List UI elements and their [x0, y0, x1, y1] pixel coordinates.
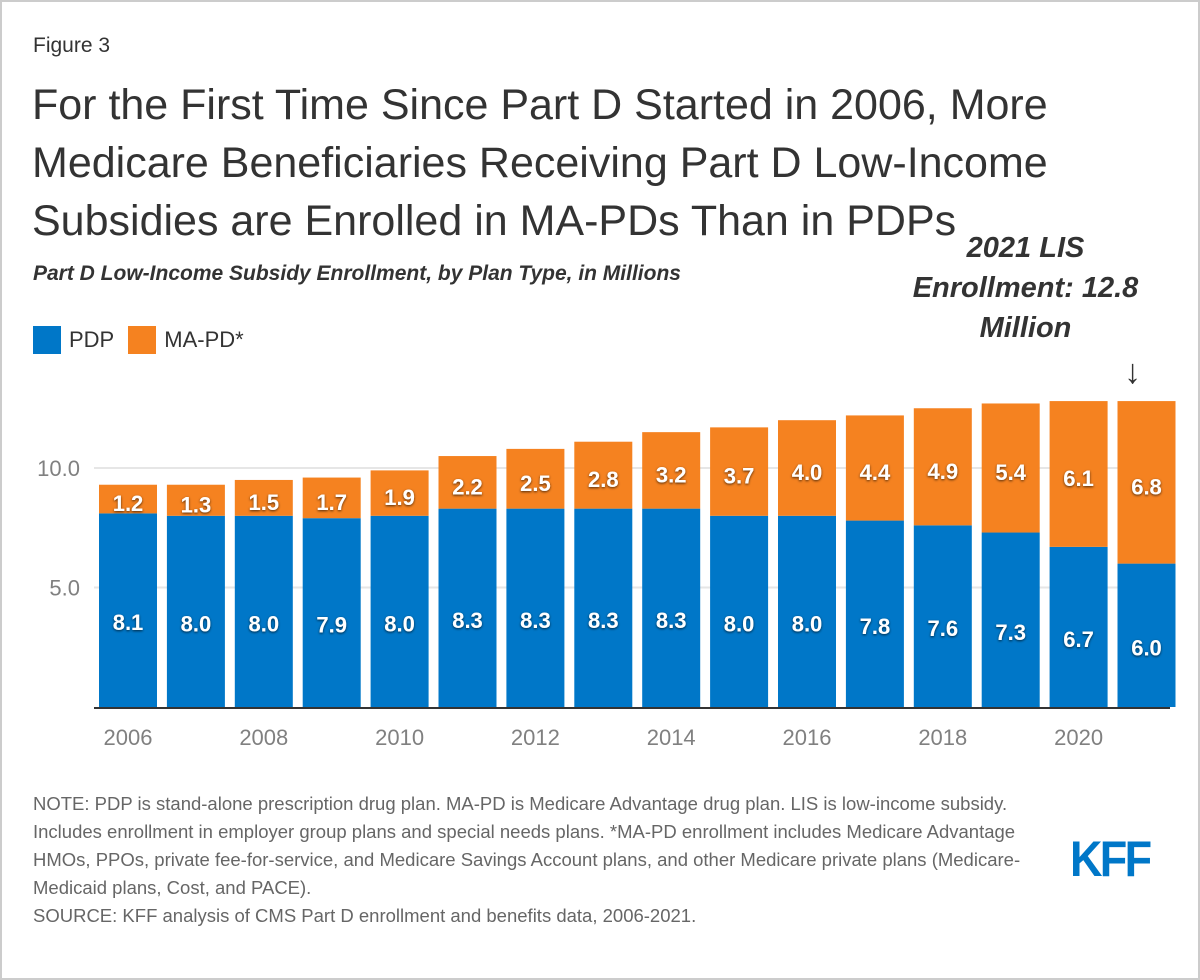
- data-label-mapd: 1.5: [249, 490, 280, 515]
- bar-pdp-2015: [710, 515, 769, 707]
- data-label-mapd: 4.0: [792, 460, 823, 485]
- legend-swatch-pdp: [33, 326, 61, 354]
- chart-title: For the First Time Since Part D Started …: [32, 81, 1048, 245]
- bar-pdp-2016: [778, 515, 836, 707]
- data-label-mapd: 4.9: [928, 459, 959, 484]
- bar-mapd-2019: [981, 403, 1040, 533]
- bar-mapd-2021: [1117, 401, 1176, 564]
- legend-label-mapd: MA-PD*: [164, 327, 244, 352]
- data-label-mapd: 6.8: [1131, 474, 1162, 499]
- bar-mapd-2014: [642, 432, 701, 509]
- data-label-mapd: 4.4: [860, 460, 891, 485]
- bar-mapd-2020: [1049, 401, 1108, 547]
- data-label-mapd: 6.1: [1063, 466, 1094, 491]
- bar-mapd-2018: [913, 408, 972, 526]
- data-label-mapd: 1.3: [181, 492, 212, 517]
- x-tick-label: 2014: [647, 725, 696, 750]
- bar-mapd-2017: [845, 415, 904, 521]
- bar-mapd-2011: [438, 456, 497, 509]
- data-label-pdp: 7.6: [928, 616, 959, 641]
- data-label-pdp: 8.0: [181, 611, 212, 636]
- bar-pdp-2007: [166, 515, 225, 707]
- x-tick-label: 2010: [375, 725, 424, 750]
- bar-mapd-2016: [778, 420, 836, 516]
- bar-pdp-2008: [234, 515, 293, 707]
- data-label-pdp: 6.7: [1063, 627, 1094, 652]
- figure-label: Figure 3: [33, 34, 111, 57]
- x-tick-label: 2018: [918, 725, 967, 750]
- data-label-mapd: 2.5: [520, 471, 551, 496]
- bar-mapd-2007: [166, 484, 225, 516]
- data-label-pdp: 6.0: [1131, 635, 1162, 660]
- data-label-pdp: 8.0: [724, 611, 755, 636]
- legend-swatch-mapd: [128, 326, 157, 354]
- x-tick-label: 2006: [104, 725, 153, 750]
- bar-mapd-2010: [370, 470, 429, 516]
- data-label-pdp: 8.0: [384, 611, 415, 636]
- legend: PDP MA-PD*: [33, 326, 258, 354]
- data-label-pdp: 7.3: [995, 620, 1026, 645]
- note-text: NOTE: PDP is stand-alone prescription dr…: [33, 793, 1021, 898]
- bar-mapd-2015: [710, 427, 769, 516]
- data-label-pdp: 8.3: [520, 608, 551, 633]
- chart-notes: NOTE: PDP is stand-alone prescription dr…: [33, 790, 1073, 930]
- y-tick-label: 5.0: [49, 576, 80, 601]
- data-label-pdp: 8.3: [656, 608, 687, 633]
- bar-pdp-2021: [1117, 563, 1176, 707]
- legend-item-mapd: MA-PD*: [128, 326, 244, 354]
- bar-pdp-2019: [981, 532, 1040, 707]
- data-label-mapd: 1.2: [113, 491, 144, 516]
- data-label-pdp: 8.3: [588, 608, 619, 633]
- arrow-down-icon: ↓: [1124, 353, 1141, 391]
- bar-pdp-2011: [438, 508, 497, 707]
- bar-pdp-2014: [642, 508, 701, 707]
- x-tick-label: 2020: [1054, 725, 1103, 750]
- bar-mapd-2009: [302, 477, 361, 519]
- data-label-pdp: 7.8: [860, 614, 891, 639]
- data-label-pdp: 8.1: [113, 610, 144, 635]
- data-label-pdp: 8.0: [792, 611, 823, 636]
- bar-mapd-2013: [574, 441, 633, 509]
- data-label-mapd: 5.4: [995, 460, 1026, 485]
- data-label-mapd: 2.2: [452, 474, 483, 499]
- bar-mapd-2012: [506, 448, 565, 509]
- kff-logo: KFF: [1070, 831, 1152, 887]
- bar-mapd-2006: [99, 484, 157, 514]
- data-label-pdp: 8.3: [452, 608, 483, 633]
- y-tick-label: 10.0: [37, 456, 80, 481]
- x-tick-label: 2012: [511, 725, 560, 750]
- bar-pdp-2020: [1049, 546, 1108, 707]
- data-label-mapd: 1.9: [384, 485, 415, 510]
- x-tick-label: 2008: [239, 725, 288, 750]
- data-label-mapd: 3.7: [724, 464, 755, 489]
- data-label-pdp: 8.0: [249, 611, 280, 636]
- chart-subtitle: Part D Low-Income Subsidy Enrollment, by…: [33, 262, 681, 285]
- data-label-pdp: 7.9: [316, 613, 347, 638]
- bar-pdp-2018: [913, 525, 972, 707]
- x-tick-label: 2016: [783, 725, 832, 750]
- bar-pdp-2013: [574, 508, 633, 707]
- data-label-mapd: 1.7: [316, 490, 347, 515]
- bar-pdp-2009: [302, 518, 361, 707]
- annotation-2021-total: 2021 LIS Enrollment: 12.8 Million: [912, 232, 1139, 344]
- bar-mapd-2008: [234, 479, 293, 516]
- legend-item-pdp: PDP: [33, 326, 114, 354]
- legend-label-pdp: PDP: [69, 327, 115, 352]
- data-label-mapd: 2.8: [588, 467, 619, 492]
- bar-pdp-2017: [845, 520, 904, 707]
- source-text: SOURCE: KFF analysis of CMS Part D enrol…: [33, 905, 697, 926]
- bar-pdp-2006: [99, 513, 157, 707]
- bar-pdp-2010: [370, 515, 429, 707]
- bar-pdp-2012: [506, 508, 565, 707]
- data-label-mapd: 3.2: [656, 462, 687, 487]
